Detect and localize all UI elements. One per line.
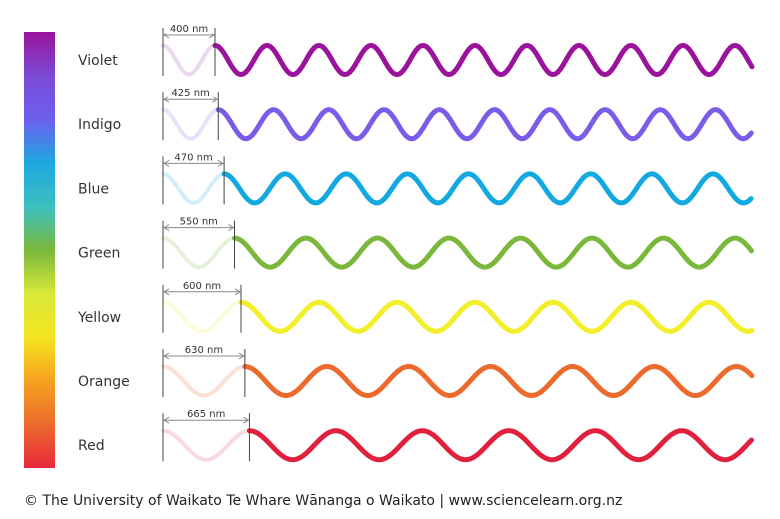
arrowhead-left-icon	[163, 288, 170, 296]
arrowhead-right-icon	[211, 95, 219, 103]
light-wave	[212, 42, 755, 78]
reference-wave-cycle	[161, 300, 243, 334]
spectrum-color-bar	[24, 32, 55, 468]
wavelength-label-bg	[180, 343, 227, 355]
wave-row-yellow: Yellow 600 nm	[77, 278, 755, 334]
arrowhead-right-icon	[234, 288, 241, 296]
light-wave	[246, 428, 754, 463]
arrowhead-left-icon	[163, 416, 170, 424]
wave-row-violet: Violet 400 nm	[78, 22, 755, 78]
wavelength-label-bg	[175, 214, 222, 227]
color-name-label: Blue	[78, 181, 109, 197]
color-name-label: Violet	[78, 53, 118, 69]
copyright-credit: © The University of Waikato Te Whare Wān…	[24, 493, 623, 509]
wave-row-orange: Orange 630 nm	[78, 343, 755, 399]
arrowhead-left-icon	[163, 224, 170, 232]
reference-wave-cycle	[161, 236, 236, 270]
arrowhead-right-icon	[217, 159, 225, 167]
wavelength-label: 470 nm	[174, 152, 212, 163]
wavelength-label: 550 nm	[180, 217, 218, 228]
color-name-label: Green	[78, 246, 120, 262]
wavelength-label: 600 nm	[183, 281, 221, 292]
light-spectrum-diagram: Violet 400 nm Indigo 425 nm Blue 470 nm Green 5…	[24, 22, 755, 468]
wavelength-label: 665 nm	[187, 409, 225, 420]
wavelength-label-bg	[170, 150, 217, 163]
reference-wave-cycle	[161, 171, 226, 205]
arrowhead-left-icon	[163, 95, 170, 103]
light-wave	[238, 299, 755, 334]
wavelength-label: 425 nm	[171, 88, 209, 99]
arrowhead-left-icon	[163, 352, 170, 360]
arrowhead-left-icon	[163, 159, 170, 167]
reference-wave-cycle	[161, 43, 217, 77]
wave-row-red: Red 665 nm	[78, 407, 754, 463]
reference-wave-cycle	[161, 107, 220, 141]
wavelength-label-bg	[183, 407, 230, 420]
wavelength-label-bg	[179, 278, 225, 291]
wavelength-label-bg	[167, 86, 214, 99]
reference-wave-cycle	[161, 428, 251, 462]
color-name-label: Red	[78, 438, 105, 454]
arrowhead-right-icon	[228, 224, 235, 232]
color-name-label: Orange	[78, 374, 130, 390]
wave-row-blue: Blue 470 nm	[78, 150, 754, 206]
light-wave	[232, 235, 754, 270]
light-wave	[242, 363, 755, 399]
wave-row-green: Green 550 nm	[78, 214, 754, 270]
light-wave	[221, 171, 754, 206]
wavelength-label: 400 nm	[170, 24, 208, 35]
wavelength-label-bg	[166, 22, 212, 34]
arrowhead-right-icon	[238, 352, 245, 360]
reference-wave-cycle	[161, 364, 246, 398]
wavelength-label: 630 nm	[185, 345, 223, 356]
light-wave	[215, 107, 754, 142]
color-name-label: Yellow	[77, 310, 121, 326]
color-name-label: Indigo	[78, 117, 121, 133]
arrowhead-right-icon	[243, 416, 250, 424]
wave-row-indigo: Indigo 425 nm	[78, 86, 754, 142]
